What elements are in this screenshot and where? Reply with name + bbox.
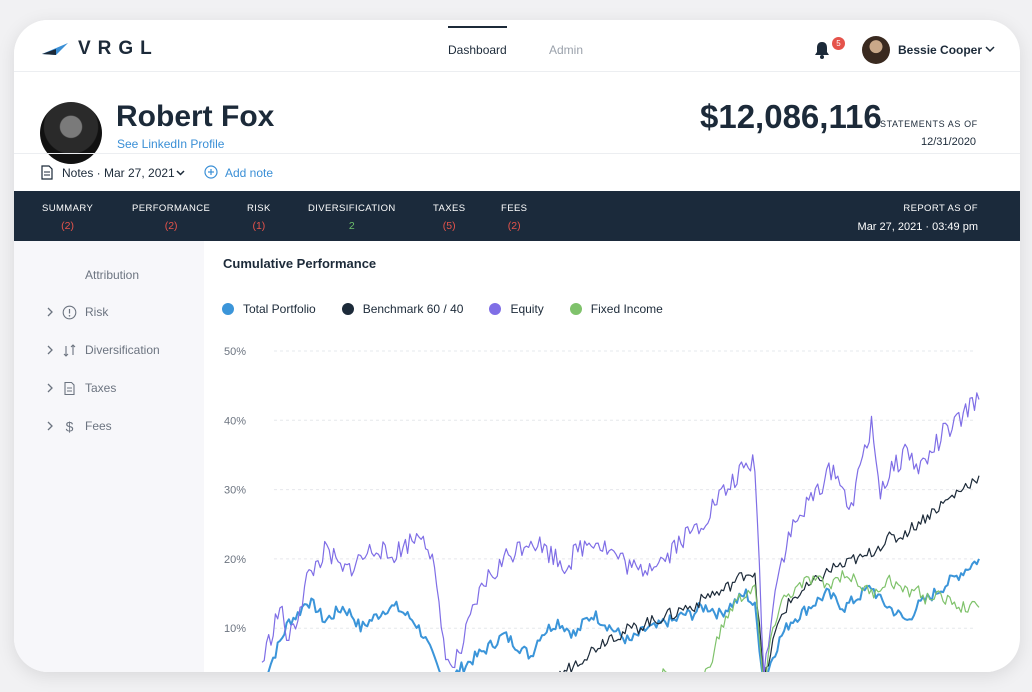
sidebar-item-label: Risk [85, 305, 109, 319]
top-navigation [14, 20, 1020, 72]
attribution-sidebar [14, 241, 204, 672]
chevron-right-icon [47, 421, 53, 431]
legend-item-benchmark[interactable]: Benchmark 60 / 40 [341, 302, 464, 316]
series-line-fixed-income[interactable] [262, 570, 980, 672]
info-circle-icon [62, 305, 77, 319]
sidebar-title: Attribution [85, 268, 140, 282]
report-tab-performance[interactable]: PERFORMANCE (2) [132, 203, 210, 232]
y-tick-label: 40% [224, 415, 246, 427]
chevron-down-icon[interactable] [175, 167, 186, 178]
legend-item-total-portfolio[interactable]: Total Portfolio [222, 302, 316, 316]
y-tick-label: 20% [224, 554, 246, 566]
notes-bar [14, 153, 1020, 191]
sidebar-item-fees[interactable]: $ Fees [46, 418, 112, 434]
user-name[interactable]: Bessie Cooper [898, 43, 983, 57]
report-tab-label: FEES [501, 203, 528, 214]
dollar-icon: $ [66, 419, 74, 434]
legend-dot [341, 303, 354, 315]
y-tick-label: 50% [224, 346, 246, 358]
app-window: VRGL Dashboard Admin 5 Bessie Cooper Rob… [14, 20, 1020, 672]
legend-label: Equity [510, 302, 544, 316]
cumulative-performance-chart[interactable]: 50% 40% 30% 20% 10% [204, 340, 994, 672]
report-tab-count: (5) [442, 220, 456, 232]
report-tabs-bar: SUMMARY (2) PERFORMANCE (2) RISK (1) DIV… [14, 191, 1020, 241]
report-tab-count: (2) [507, 220, 521, 232]
chevron-right-icon [47, 383, 53, 393]
statements-date: 12/31/2020 [921, 136, 977, 148]
report-tab-label: PERFORMANCE [132, 203, 211, 214]
series-line-benchmark-60-40[interactable] [262, 475, 980, 672]
legend-label: Fixed Income [590, 302, 663, 316]
add-circle-icon[interactable] [204, 165, 218, 179]
sidebar-item-label: Diversification [85, 343, 160, 357]
report-as-of-label: REPORT AS OF [903, 203, 978, 214]
add-note-button[interactable]: Add note [225, 166, 274, 180]
report-tab-fees[interactable]: FEES (2) [501, 203, 527, 232]
notes-dropdown[interactable]: Notes · Mar 27, 2021 [62, 166, 175, 180]
linkedin-link[interactable]: See LinkedIn Profile [117, 137, 225, 151]
logo-icon [42, 43, 68, 55]
series-line-equity[interactable] [261, 392, 980, 672]
report-tab-summary[interactable]: SUMMARY (2) [42, 203, 93, 232]
legend-item-fixed-income[interactable]: Fixed Income [569, 302, 663, 316]
report-tab-label: RISK [247, 203, 271, 214]
logo-text: VRGL [78, 38, 159, 59]
svg-text:$: $ [66, 419, 74, 434]
report-tab-count: (1) [252, 220, 266, 232]
document-icon [64, 381, 75, 395]
sidebar-item-label: Fees [85, 419, 112, 433]
sidebar-item-label: Taxes [85, 381, 117, 395]
chart-title: Cumulative Performance [223, 256, 377, 271]
user-avatar[interactable] [862, 36, 890, 64]
client-name: Robert Fox [116, 100, 275, 133]
bell-icon[interactable] [812, 40, 832, 60]
report-tab-count: 2 [348, 220, 355, 232]
chevron-down-icon[interactable] [984, 43, 996, 55]
series-line-total-portfolio[interactable] [262, 558, 980, 672]
portfolio-total-value: $12,086,116 [700, 98, 882, 135]
tab-dashboard[interactable]: Dashboard [448, 26, 507, 57]
report-tab-taxes[interactable]: TAXES (5) [433, 203, 465, 232]
legend-dot [222, 303, 234, 315]
report-tab-risk[interactable]: RISK (1) [247, 203, 271, 232]
document-icon [41, 165, 53, 180]
report-tab-label: SUMMARY [42, 203, 94, 214]
legend-label: Benchmark 60 / 40 [362, 302, 464, 316]
report-tab-label: TAXES [433, 203, 466, 214]
legend-label: Total Portfolio [243, 302, 316, 316]
report-tab-diversification[interactable]: DIVERSIFICATION 2 [308, 203, 396, 232]
notification-badge: 5 [832, 37, 845, 50]
sidebar-item-diversification[interactable]: Diversification [46, 342, 160, 358]
chevron-right-icon [47, 307, 53, 317]
sidebar-item-risk[interactable]: Risk [46, 304, 108, 320]
arrows-updown-icon [63, 343, 76, 357]
legend-item-equity[interactable]: Equity [489, 302, 544, 316]
legend-dot [489, 303, 502, 315]
sidebar-item-taxes[interactable]: Taxes [46, 380, 116, 396]
report-tab-count: (2) [164, 220, 178, 232]
report-as-of-date: Mar 27, 2021 · 03:49 pm [857, 221, 978, 233]
logo[interactable]: VRGL [42, 38, 159, 60]
chart-legend: Total Portfolio Benchmark 60 / 40 Equity… [222, 302, 663, 316]
report-tab-label: DIVERSIFICATION [308, 203, 396, 214]
chevron-right-icon [47, 345, 53, 355]
legend-dot [569, 303, 582, 315]
tab-admin[interactable]: Admin [549, 43, 584, 57]
report-tab-count: (2) [61, 220, 75, 232]
y-tick-label: 10% [224, 623, 246, 635]
statements-label: STATEMENTS AS OF [880, 119, 978, 129]
y-tick-label: 30% [224, 485, 246, 497]
